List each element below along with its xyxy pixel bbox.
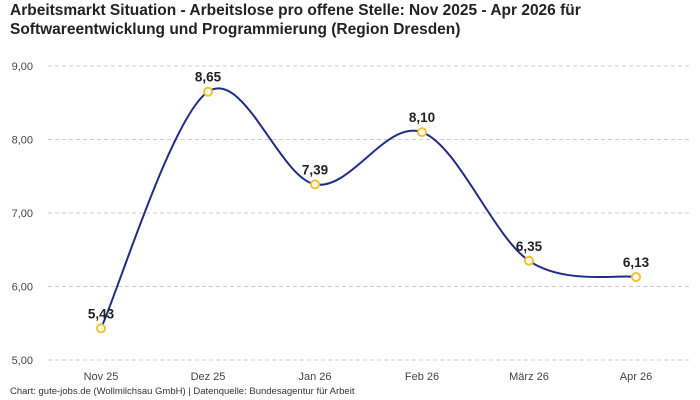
data-label: 8,10 xyxy=(409,110,435,125)
data-label: 6,35 xyxy=(516,239,543,254)
chart-title: Arbeitsmarkt Situation - Arbeitslose pro… xyxy=(10,1,690,39)
data-label: 7,39 xyxy=(302,162,328,177)
data-labels: 5,43 8,65 7,39 8,10 6,35 6,13 xyxy=(88,70,650,322)
data-points xyxy=(96,86,641,334)
chart-title-line-2: Softwareentwicklung und Programmierung (… xyxy=(10,21,461,38)
gridlines xyxy=(48,65,690,361)
y-tick-label: 5,00 xyxy=(12,355,33,367)
y-tick-label: 6,00 xyxy=(12,282,33,294)
data-point xyxy=(310,179,320,190)
x-tick-label: Apr 26 xyxy=(620,371,652,383)
source-note: Chart: gute-jobs.de (Wollmilchsau GmbH) … xyxy=(10,386,355,397)
series-line-group xyxy=(100,87,637,329)
series-line xyxy=(100,87,637,329)
y-tick-label: 7,00 xyxy=(12,208,33,220)
data-label: 5,43 xyxy=(88,306,115,321)
data-point xyxy=(417,127,427,138)
data-point xyxy=(631,271,641,282)
data-point xyxy=(96,323,106,334)
x-tick-label: Nov 25 xyxy=(84,371,119,383)
x-tick-label: Jan 26 xyxy=(298,371,331,383)
y-axis-tick-labels: 5,00 6,00 7,00 8,00 9,00 xyxy=(12,61,33,367)
x-tick-label: Feb 26 xyxy=(405,371,439,383)
x-tick-label: Dez 25 xyxy=(191,371,226,383)
data-label: 6,13 xyxy=(623,255,650,270)
x-tick-label: März 26 xyxy=(509,371,549,383)
y-tick-label: 8,00 xyxy=(12,135,33,147)
data-label: 8,65 xyxy=(195,70,222,85)
x-axis-tick-labels: Nov 25 Dez 25 Jan 26 Feb 26 März 26 Apr 26 xyxy=(84,371,653,383)
data-point xyxy=(524,255,534,266)
data-point xyxy=(203,86,213,97)
y-tick-label: 9,00 xyxy=(12,61,33,73)
chart-title-line-1: Arbeitsmarkt Situation - Arbeitslose pro… xyxy=(10,2,581,19)
